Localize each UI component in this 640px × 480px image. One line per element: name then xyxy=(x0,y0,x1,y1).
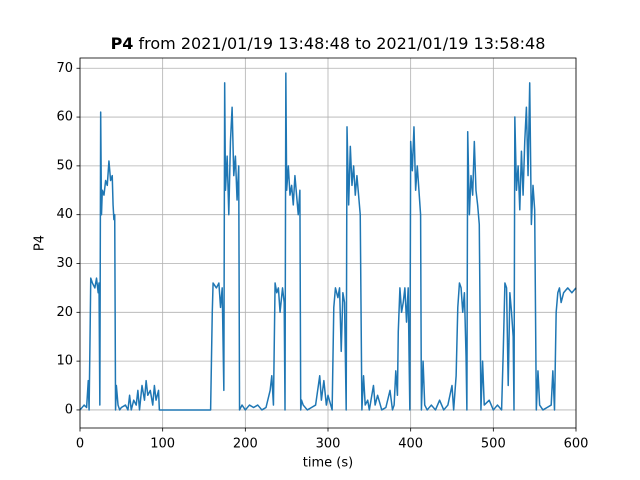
x-tick-label: 600 xyxy=(564,437,589,452)
y-tick-label: 10 xyxy=(56,354,73,369)
y-tick-label: 70 xyxy=(56,61,73,76)
x-tick-label: 0 xyxy=(76,437,84,452)
y-tick-label: 30 xyxy=(56,256,73,271)
x-tick-label: 300 xyxy=(316,437,341,452)
x-tick-label: 200 xyxy=(233,437,258,452)
y-tick-label: 20 xyxy=(56,305,73,320)
y-tick-label: 50 xyxy=(56,158,73,173)
plot-frame xyxy=(79,57,577,429)
data-line xyxy=(79,72,577,411)
x-tick-label: 400 xyxy=(398,437,423,452)
y-tick-label: 60 xyxy=(56,110,73,125)
chart-title: P4 from 2021/01/19 13:48:48 to 2021/01/1… xyxy=(111,34,546,53)
title-bold: P4 xyxy=(111,34,134,53)
x-tick-label: 100 xyxy=(150,437,175,452)
y-tick-label: 0 xyxy=(65,402,73,417)
x-axis-label: time (s) xyxy=(303,456,353,471)
title-rest: from 2021/01/19 13:48:48 to 2021/01/19 1… xyxy=(139,34,546,53)
y-tick-label: 40 xyxy=(56,207,73,222)
x-tick-label: 500 xyxy=(481,437,506,452)
y-axis-label: P4 xyxy=(33,235,48,251)
